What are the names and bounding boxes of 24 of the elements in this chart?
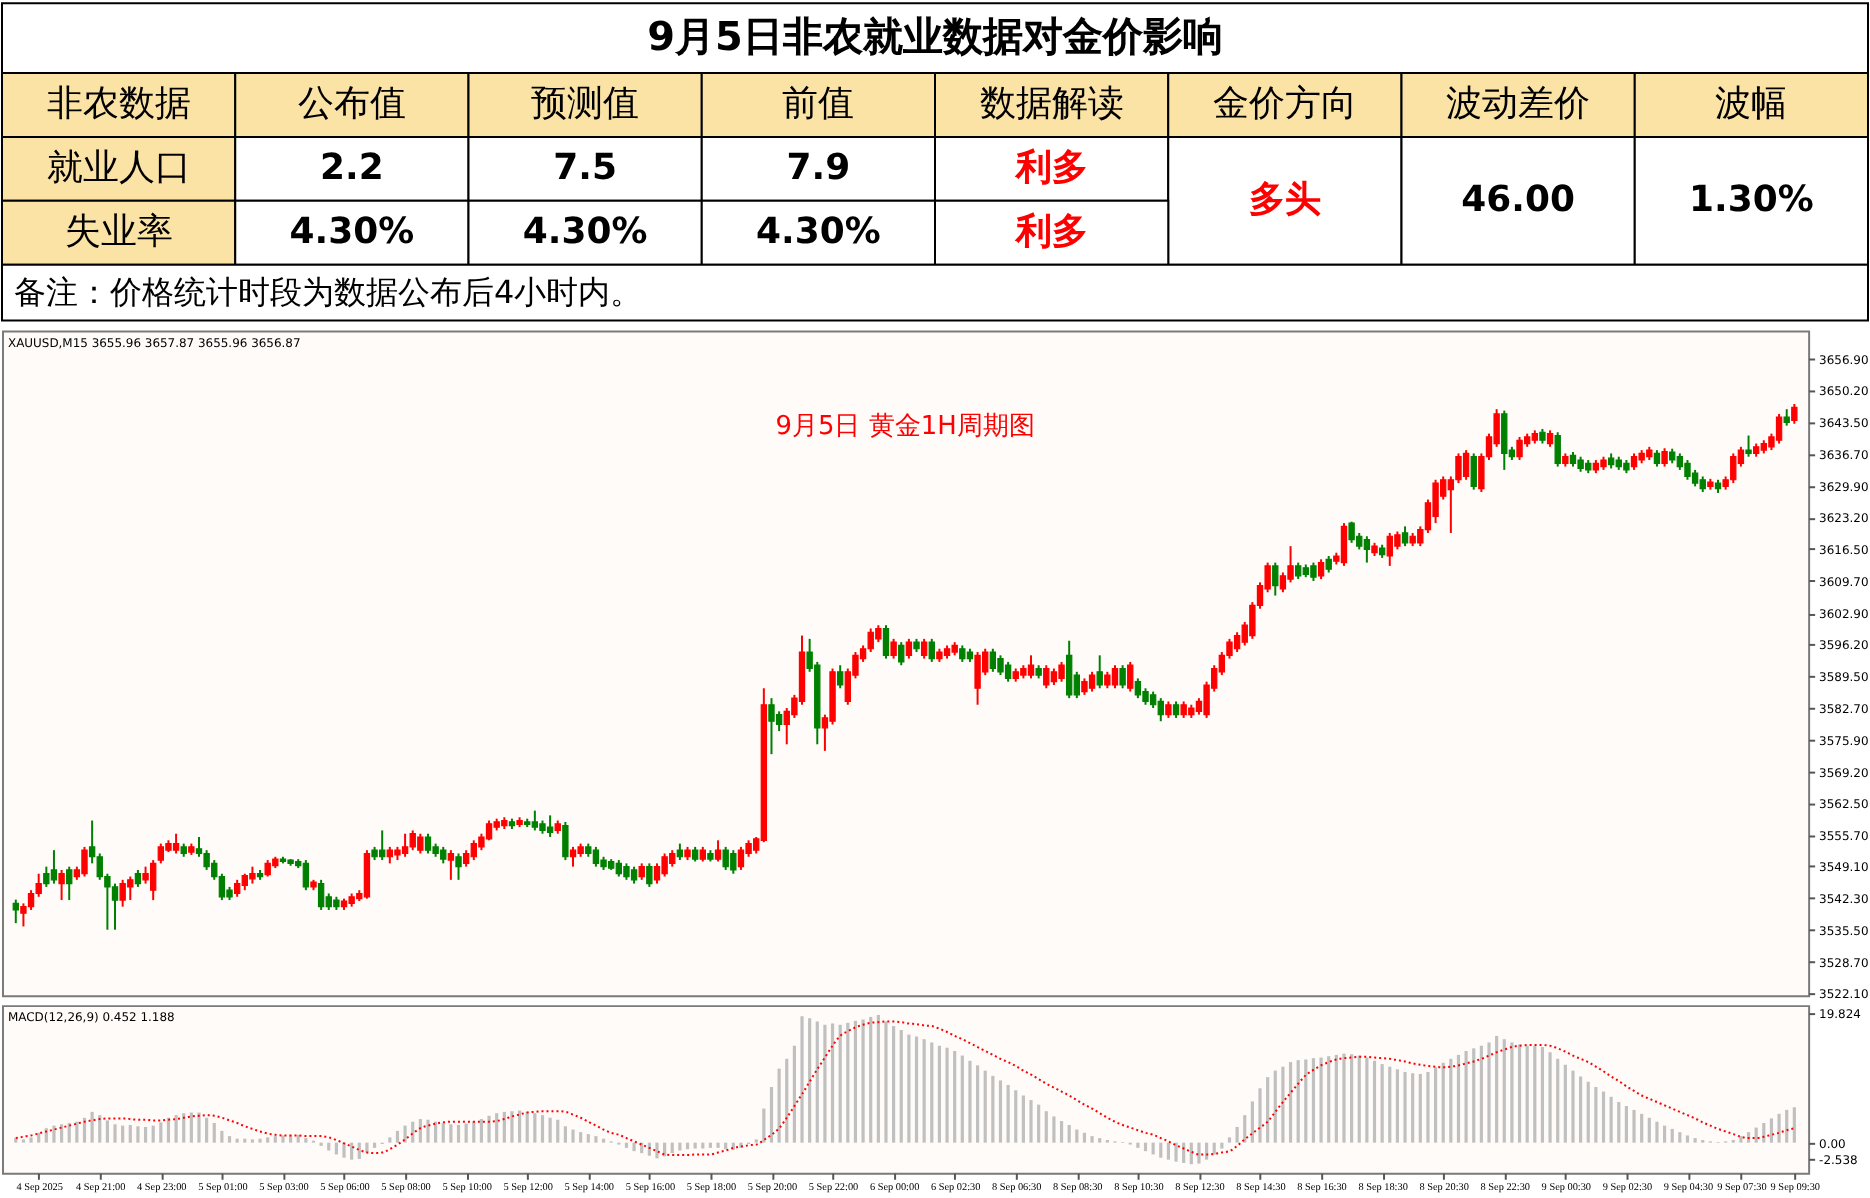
text: 4.30% xyxy=(756,210,881,253)
category-label: 前值 xyxy=(782,83,855,126)
category-label: 波幅 xyxy=(1715,83,1788,126)
category-label: 数据解读 xyxy=(979,83,1124,126)
category-label: 就业人口 xyxy=(46,146,191,189)
line-series xyxy=(14,1020,1796,1157)
text: 7.9 xyxy=(786,146,851,189)
text: 利多 xyxy=(1015,146,1088,189)
category-label: 非农数据 xyxy=(46,83,191,126)
category-label: 失业率 xyxy=(64,210,173,253)
text: 4.30% xyxy=(289,210,415,253)
category-label: 预测值 xyxy=(531,83,640,126)
text: 4.30% xyxy=(522,210,648,253)
category-label: 波动差价 xyxy=(1446,83,1591,126)
text: 1.30% xyxy=(1689,178,1814,221)
text: 46.00 xyxy=(1461,178,1575,221)
text: 2.2 xyxy=(320,146,384,189)
category-label: 公布值 xyxy=(297,83,406,126)
category-label: 金价方向 xyxy=(1212,83,1357,126)
text: 利多 xyxy=(1015,210,1088,253)
text: 7.5 xyxy=(553,146,617,189)
text: 9月5日非农就业数据对金价影响 xyxy=(647,12,1223,61)
text: 备注：价格统计时段为数据公布后4小时内。 xyxy=(13,272,643,311)
text: 多头 xyxy=(1248,178,1321,221)
